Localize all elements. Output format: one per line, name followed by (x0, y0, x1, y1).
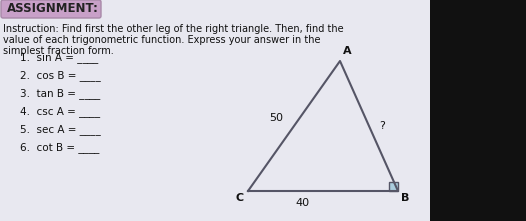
Text: ASSIGNMENT:: ASSIGNMENT: (7, 2, 99, 15)
Bar (389, 182, 398, 191)
Text: 2.  cos B = ____: 2. cos B = ____ (20, 70, 101, 82)
Text: 1.  sin A = ____: 1. sin A = ____ (20, 53, 98, 63)
Text: 50: 50 (269, 113, 283, 123)
Text: 6.  cot B = ____: 6. cot B = ____ (20, 143, 99, 153)
Text: A: A (343, 46, 351, 56)
Text: C: C (236, 193, 244, 203)
Text: simplest fraction form.: simplest fraction form. (3, 46, 114, 56)
Text: Instruction: Find first the other leg of the right triangle. Then, find the: Instruction: Find first the other leg of… (3, 24, 343, 34)
Text: 40: 40 (296, 198, 310, 208)
Bar (430, 0, 526, 221)
Text: 3.  tan B = ____: 3. tan B = ____ (20, 89, 100, 99)
FancyBboxPatch shape (1, 0, 101, 18)
Text: B: B (401, 193, 409, 203)
Text: ?: ? (379, 121, 385, 131)
Text: 5.  sec A = ____: 5. sec A = ____ (20, 125, 101, 135)
Text: value of each trigonometric function. Express your answer in the: value of each trigonometric function. Ex… (3, 35, 320, 45)
Text: 4.  csc A = ____: 4. csc A = ____ (20, 107, 100, 117)
